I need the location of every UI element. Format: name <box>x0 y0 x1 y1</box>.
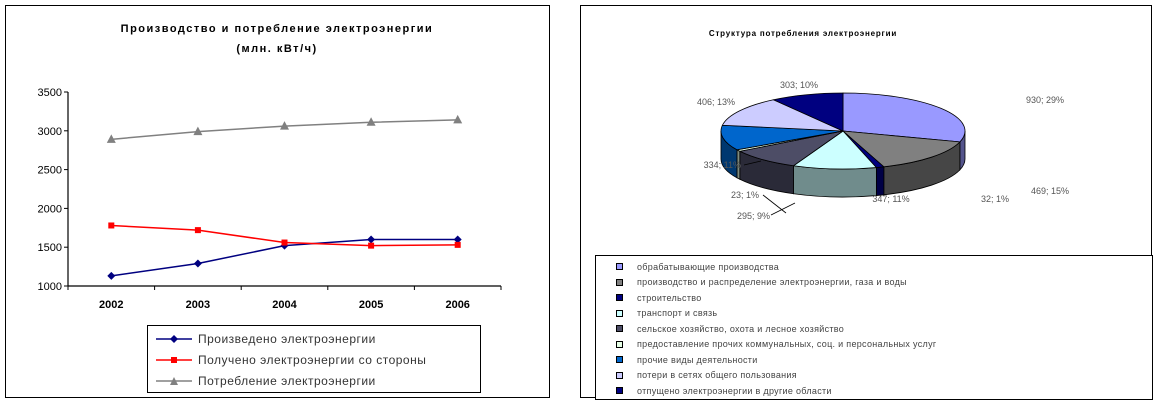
data-point-s0-3 <box>367 235 376 244</box>
pie-legend-item-4: сельское хозяйство, охота и лесное хозяй… <box>616 321 844 336</box>
legend-item-received: Получено электроэнергии со стороны <box>156 350 426 370</box>
pie-legend-label-3: транспорт и связь <box>637 308 718 318</box>
legend-item-produced: Произведено электроэнергии <box>156 329 376 349</box>
pie-data-label-4: 295; 9% <box>737 211 770 221</box>
pie-legend-item-7: потери в сетях общего пользования <box>616 368 797 383</box>
y-tick-label: 1000 <box>38 281 62 293</box>
data-point-s1-3 <box>368 242 375 249</box>
legend-marker-produced <box>156 335 192 343</box>
pie-legend-label-4: сельское хозяйство, охота и лесное хозяй… <box>637 323 845 334</box>
pie-legend-swatch-7 <box>616 371 623 379</box>
legend-label-consumption: Потребление электроэнергии <box>198 374 376 388</box>
pie-legend-label-7: потери в сетях общего пользования <box>637 370 797 380</box>
data-point-s1-2 <box>281 239 288 246</box>
pie-legend-swatch-5 <box>616 340 623 348</box>
pie-legend-swatch-2 <box>616 294 623 301</box>
y-tick-label: 3000 <box>38 126 62 138</box>
line-chart-subtitle: (млн. кВт/ч) <box>236 43 317 55</box>
x-tick-label: 2002 <box>99 299 123 311</box>
pie-legend-item-8: отпущено электроэнергии в другие области <box>616 383 832 398</box>
y-tick-label: 2500 <box>38 165 62 177</box>
data-point-s0-1 <box>193 259 202 268</box>
pie-data-label-0: 930; 29% <box>1026 95 1064 105</box>
line-chart-title: Производство и потребление электроэнерги… <box>121 23 434 35</box>
data-point-s2-3 <box>366 117 376 126</box>
pie-chart-legend: обрабатывающие производства производство … <box>595 255 1153 400</box>
data-point-s2-0 <box>106 134 116 143</box>
pie-legend-swatch-3 <box>616 309 623 317</box>
line-chart-legend: Произведено электроэнергии Получено элек… <box>147 325 481 393</box>
pie-legend-item-6: прочие виды деятельности <box>616 352 758 367</box>
y-tick-label: 1500 <box>38 242 62 254</box>
pie-legend-label-8: отпущено электроэнергии в другие области <box>637 385 832 396</box>
legend-label-produced: Произведено электроэнергии <box>198 332 376 346</box>
pie-slice-7 <box>721 99 844 132</box>
legend-label-received: Получено электроэнергии со стороны <box>198 353 427 367</box>
legend-item-consumption: Потребление электроэнергии <box>156 371 376 391</box>
pie-legend-item-2: строительство <box>616 290 702 305</box>
pie-chart-title: Структура потребления электроэнергии <box>709 29 897 38</box>
x-tick-label: 2003 <box>186 299 210 311</box>
pie-legend-label-0: обрабатывающие производства <box>637 261 780 272</box>
pie-data-label-5: 23; 1% <box>731 190 759 200</box>
x-tick-label: 2005 <box>359 299 383 311</box>
pie-legend-label-6: прочие виды деятельности <box>637 354 758 365</box>
pie-slice-0 <box>842 92 966 143</box>
pie-slice-8 <box>772 92 844 132</box>
data-point-s2-2 <box>280 121 289 130</box>
pie-legend-swatch-0 <box>616 263 623 270</box>
pie-slice-side-2 <box>875 166 885 196</box>
pie-data-label-2: 32; 1% <box>981 194 1009 204</box>
pie-legend-item-3: транспорт и связь <box>616 306 717 321</box>
data-point-s2-4 <box>453 114 463 124</box>
pie-data-label-3: 347; 11% <box>872 194 909 204</box>
pie-slice-3 <box>792 130 878 170</box>
x-tick-label: 2004 <box>272 299 297 311</box>
pie-slice-1 <box>841 130 961 168</box>
pie-leader-line-1 <box>770 202 796 216</box>
pie-data-label-7: 406; 13% <box>697 97 735 107</box>
legend-marker-received <box>156 357 192 363</box>
x-tick-label: 2006 <box>445 299 469 311</box>
pie-legend-item-0: обрабатывающие производства <box>616 259 779 274</box>
data-point-s0-0 <box>107 271 116 280</box>
pie-legend-item-1: производство и распределение электроэнер… <box>616 275 907 290</box>
pie-legend-item-5: предоставление прочих коммунальных, соц.… <box>616 337 936 352</box>
pie-leader-line-2 <box>743 160 762 166</box>
pie-data-label-1: 469; 15% <box>1031 186 1069 196</box>
pie-legend-swatch-4 <box>616 325 623 332</box>
data-point-s2-1 <box>193 126 203 136</box>
data-point-s1-4 <box>454 241 461 248</box>
pie-slice-side-3 <box>793 165 877 198</box>
pie-leader-line-0 <box>762 194 787 214</box>
line-chart: Производство и потребление электроэнерги… <box>38 23 502 311</box>
pie-slice-6 <box>720 124 844 151</box>
pie-chart: Структура потребления электроэнергии 930;… <box>697 29 1069 221</box>
pie-legend-label-2: строительство <box>637 292 702 303</box>
legend-marker-consumption <box>156 377 192 385</box>
data-point-s1-1 <box>194 227 201 234</box>
data-point-s0-4 <box>453 235 462 244</box>
pie-data-label-6: 334; 11% <box>704 160 741 170</box>
pie-legend-label-5: предоставление прочих коммунальных, соц.… <box>637 339 937 349</box>
pie-legend-label-1: производство и распределение электроэнер… <box>637 277 907 287</box>
pie-legend-swatch-8 <box>616 387 623 394</box>
data-point-s1-0 <box>108 222 115 229</box>
y-tick-label: 3500 <box>38 87 62 99</box>
y-tick-label: 2000 <box>38 203 62 215</box>
pie-legend-swatch-6 <box>616 356 623 363</box>
pie-data-label-8: 303; 10% <box>780 80 818 90</box>
pie-legend-swatch-1 <box>616 278 623 286</box>
